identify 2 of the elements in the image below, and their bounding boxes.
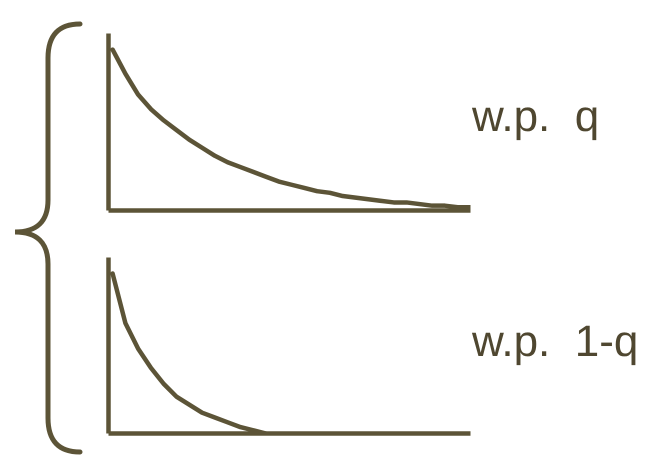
text: w.p. q — [472, 91, 600, 141]
text: w.p. 1-q — [472, 316, 638, 366]
